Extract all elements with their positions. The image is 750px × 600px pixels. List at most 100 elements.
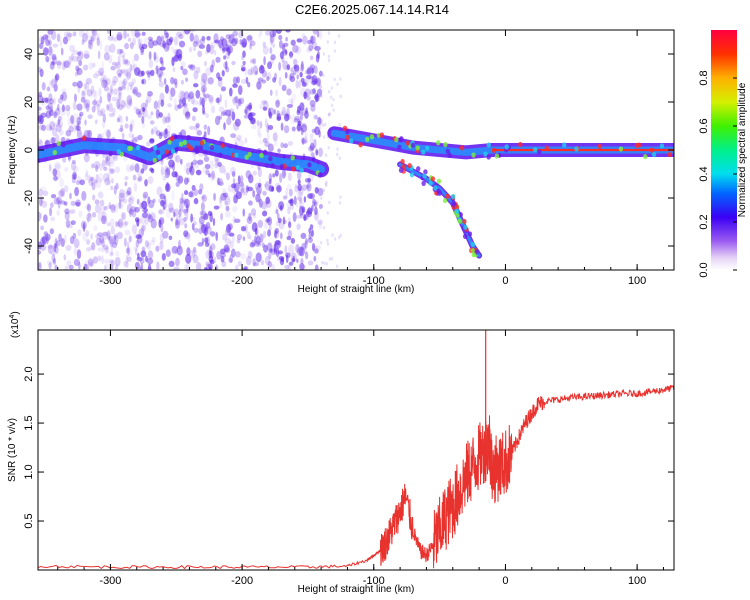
spectrogram-blob: [174, 248, 179, 255]
spectrogram-blob: [39, 42, 44, 50]
spectrogram-blob: [198, 221, 203, 229]
spectrogram-blob: [87, 39, 92, 50]
colorbar-tick-label: 0.0: [698, 262, 710, 277]
spectrogram-blob: [102, 118, 106, 129]
spectrogram-blob: [206, 236, 210, 246]
spectrogram-blob: [231, 38, 237, 47]
spectrogram-blob: [125, 164, 132, 173]
spectrogram-blob: [224, 99, 228, 109]
spectrogram-blob: [219, 93, 222, 103]
spectrogram-blob: [240, 175, 244, 184]
spectrogram-blob: [283, 125, 290, 134]
spectrogram-blob: [142, 121, 146, 129]
spectrogram-blob: [225, 60, 228, 70]
spectrogram-blob: [130, 206, 137, 212]
spectrogram-blob: [126, 186, 132, 196]
spectrogram-blob: [77, 120, 82, 126]
spectrogram-speckle: [483, 151, 488, 157]
spectrogram-blob: [38, 188, 44, 197]
spectrogram-blob: [38, 95, 44, 103]
spectrogram-blob: [305, 75, 312, 80]
spectrogram-blob: [275, 209, 279, 215]
spectrogram-speckle: [259, 152, 264, 158]
spectrogram-blob: [201, 72, 208, 83]
spectrogram-blob: [153, 51, 157, 61]
spectrogram-blob: [72, 55, 79, 63]
spectrogram-x-axis: -300 -200 -100 0 100: [57, 30, 664, 287]
spectrogram-blob: [105, 153, 109, 164]
spectrogram-speckle: [486, 154, 491, 160]
spectrogram-blob: [203, 226, 208, 236]
spectrogram-blob: [205, 67, 212, 76]
spectrogram-blob: [230, 248, 236, 258]
spectrogram-blob: [205, 249, 211, 259]
spectrogram-blob: [108, 202, 112, 209]
spectrogram-blob: [101, 238, 105, 248]
spectrogram-blob: [278, 222, 285, 230]
spectrogram-speckle: [400, 158, 405, 165]
spectrogram-blob: [45, 110, 52, 119]
spectrogram-blob: [324, 122, 327, 127]
spectrogram-blob: [223, 55, 227, 60]
spectrogram-blob: [49, 207, 53, 217]
spectrogram-blob: [278, 61, 282, 71]
spectrogram-blob: [158, 73, 162, 83]
spectrogram-blob: [133, 106, 139, 111]
spectrogram-blob: [267, 124, 274, 131]
spectrogram-blob: [193, 197, 199, 205]
spectrogram-blob: [123, 237, 127, 247]
spectrogram-blob: [195, 125, 200, 131]
spectrogram-blob: [290, 98, 294, 108]
spectrogram-blob: [289, 72, 295, 79]
spectrogram-blob: [165, 42, 170, 51]
spectrogram-blob: [232, 83, 238, 88]
spectrogram-blob: [328, 112, 332, 116]
spectrogram-blob: [216, 251, 222, 260]
spectrogram-blob: [319, 84, 323, 90]
spectrogram-blob: [178, 40, 186, 48]
spectrogram-blob: [116, 117, 120, 123]
spectrogram-blob: [267, 260, 272, 268]
spectrogram-blob: [151, 126, 158, 135]
spectrogram-blob: [116, 69, 123, 77]
spectrogram-blob: [276, 255, 282, 262]
spectrogram-blob: [156, 35, 162, 46]
spectrogram-blob: [304, 110, 309, 119]
spectrogram-blob: [52, 175, 58, 181]
spectrogram-speckle: [234, 152, 239, 158]
spectrogram-blob: [296, 63, 300, 74]
spectrogram-blob: [57, 120, 64, 128]
spectrogram-blob: [115, 63, 119, 68]
spectrogram-blob: [306, 66, 311, 72]
spectrogram-speckle: [430, 176, 436, 182]
spectrogram-blob: [126, 241, 130, 248]
spectrogram-blob: [330, 86, 333, 90]
spectrogram-blob: [86, 216, 90, 223]
spectrogram-blob: [175, 257, 180, 267]
spectrogram-blob: [111, 34, 116, 43]
spectrogram-blob: [234, 95, 239, 104]
spectrogram-blob: [308, 232, 312, 240]
spectrogram-blob: [82, 64, 89, 71]
spectrogram-blob: [183, 208, 187, 216]
spectrogram-blob: [316, 30, 320, 38]
spectrogram-blob: [84, 99, 91, 108]
spectrogram-blob: [116, 31, 123, 41]
spectrogram-speckle: [220, 143, 225, 149]
spectrogram-blob: [228, 33, 235, 44]
spectrogram-blob: [85, 169, 89, 178]
spectrogram-blob: [168, 202, 174, 213]
spectrogram-speckle: [170, 136, 175, 142]
spectrogram-blob: [208, 266, 212, 270]
spectrogram-blob: [101, 132, 105, 138]
spectrogram-blob: [269, 89, 273, 96]
spectrogram-blob: [293, 64, 297, 70]
spectrogram-blob: [153, 100, 159, 110]
spectrogram-blob: [53, 61, 56, 66]
spectrogram-blob: [133, 53, 140, 62]
spectrogram-blob: [117, 221, 121, 227]
spectrogram-blob: [276, 116, 282, 121]
spectrogram-blob: [41, 124, 46, 132]
spectrogram-blob: [250, 208, 257, 216]
spectrogram-blob: [75, 125, 81, 131]
